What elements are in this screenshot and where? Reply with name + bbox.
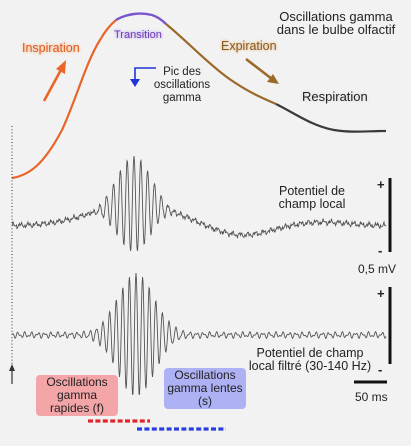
fast-gamma-label: Oscillations gamma rapides (f) [36,375,118,416]
inspiration-curve [11,19,117,180]
onset-arrow [9,364,15,384]
lfp-scale-minus: - [378,243,383,258]
expiration-label: Expiration [221,39,277,53]
lfp-trace [11,155,387,252]
respiration-label: Respiration [302,89,368,104]
inspiration-label: Inspiration [22,41,80,55]
time-scale-label: 50 ms [355,390,388,404]
respiration-curve [275,103,387,133]
transition-label: Transition [114,29,162,41]
peak-pointer-arrow [130,67,156,87]
expiration-arrow [245,57,279,84]
expiration-curve [165,23,277,106]
slow-gamma-label: Oscillations gamma lentes (s) [164,368,246,409]
lfp-label: Potentiel de champ local [278,184,346,211]
transition-curve [115,12,167,25]
voltage-scale-label: 0,5 mV [358,262,397,276]
figure-title: Oscillations gamma dans le bulbe olfacti… [276,9,396,37]
peak-label: Pic des oscillations gamma [153,66,211,104]
inspiration-arrow [42,60,66,102]
lfp-scale-plus: + [377,177,385,192]
filtered-lfp-label: Potentiel de champ local filtré (30-140 … [248,346,372,373]
filtered-scale-plus: + [377,286,385,301]
filtered-scale-minus: - [378,362,383,377]
filtered-lfp-trace [11,272,387,396]
